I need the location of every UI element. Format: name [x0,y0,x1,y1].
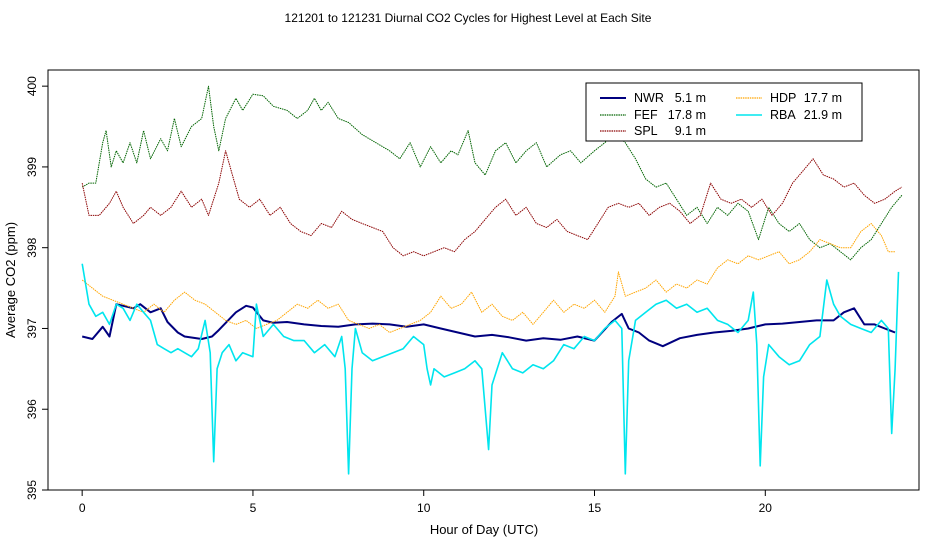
series-line-fef [81,85,903,261]
y-tick-label: 400 [25,76,39,96]
legend-label-nwr: NWR [634,91,664,105]
series-lines [81,85,903,475]
y-axis: 395 396 397 398 399 400 [25,76,49,500]
series-line-rba [81,263,900,475]
series-line-nwr [81,303,896,348]
x-tick-label: 5 [250,501,257,515]
legend-label-fef: FEF [634,108,658,122]
y-tick-label: 397 [25,318,39,338]
x-axis-label: Hour of Day (UTC) [430,522,538,537]
series-line-hdp [81,223,896,333]
legend-label-spl: SPL [634,124,658,138]
y-tick-label: 399 [25,157,39,177]
legend: NWR 5.1 m FEF 17.8 m SPL 9.1 m HDP 17.7 m RBA 21.… [585,82,863,142]
legend-height-nwr: 5.1 m [675,91,706,105]
legend-label-rba: RBA [770,108,796,122]
legend-label-hdp: HDP [770,91,796,105]
series-line-spl [81,150,903,257]
legend-height-spl: 9.1 m [675,124,706,138]
x-tick-label: 15 [588,501,602,515]
legend-height-fef: 17.8 m [668,108,706,122]
x-tick-label: 20 [759,501,773,515]
legend-height-rba: 21.9 m [804,108,842,122]
legend-box [585,82,863,142]
legend-height-hdp: 17.7 m [804,91,842,105]
y-tick-label: 396 [25,399,39,419]
y-tick-label: 395 [25,480,39,500]
x-axis: 0 5 10 15 20 [79,489,773,515]
x-tick-label: 0 [79,501,86,515]
chart-title: 121201 to 121231 Diurnal CO2 Cycles for … [285,11,652,25]
x-tick-label: 10 [417,501,431,515]
y-tick-label: 398 [25,237,39,257]
y-axis-label: Average CO2 (ppm) [3,222,18,338]
